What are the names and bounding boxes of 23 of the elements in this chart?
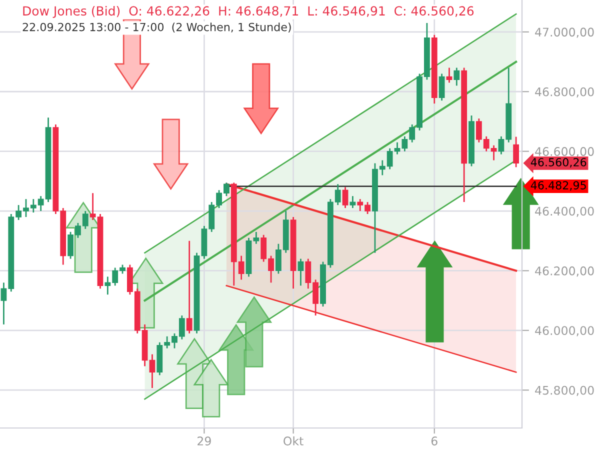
y-tick-label: 47.000,00 xyxy=(535,28,594,38)
text: 22.09.2025 13:00 - 17:00 (2 Wochen, 1 Stunde) xyxy=(22,22,291,33)
text: 46.560,26 xyxy=(530,158,586,168)
series-label: 46.482,95 xyxy=(530,181,586,191)
x-tick-label: 29 xyxy=(198,436,211,446)
candlestick xyxy=(350,195,356,209)
candlestick xyxy=(186,240,192,334)
x-tick-label: Okt xyxy=(284,436,304,446)
candlestick xyxy=(513,136,520,168)
y-tick-label: 46.800,00 xyxy=(535,87,594,98)
y-tick-label: 46.600,00 xyxy=(535,147,594,158)
candlestick xyxy=(149,354,156,389)
y-tick-label: 46.400,00 xyxy=(535,206,594,217)
candlestick xyxy=(438,73,445,102)
candlestick xyxy=(454,67,460,86)
y-tick-label: 45.800,00 xyxy=(535,386,594,396)
chart-title: Dow Jones (Bid) O: 46.622,26 H: 46.648,71 L: 46.546,91 C: 46.560,26 xyxy=(23,6,474,18)
candlestick xyxy=(298,258,304,286)
candlestick xyxy=(446,67,452,84)
y-tick-label: 46.000,00 xyxy=(535,326,594,336)
x-tick-label: 6 xyxy=(431,436,438,446)
y-tick-label: 46.200,00 xyxy=(535,266,594,277)
candlestick xyxy=(342,186,348,209)
